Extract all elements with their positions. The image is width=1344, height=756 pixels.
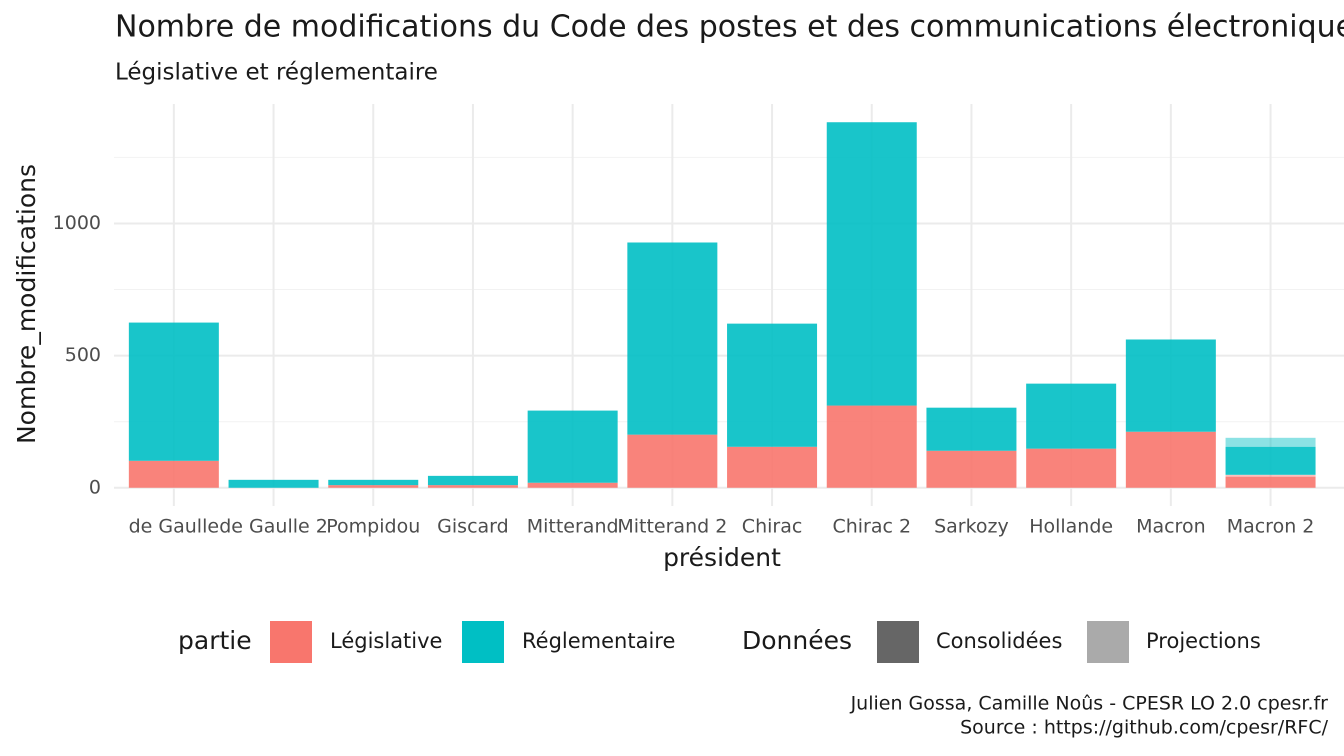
chart-subtitle: Législative et réglementaire — [115, 60, 438, 86]
legend-label: Consolidées — [936, 629, 1062, 653]
bar-segment — [527, 482, 618, 488]
legend-swatch — [877, 621, 919, 663]
x-tick-label: Giscard — [437, 516, 509, 538]
bar-segment — [727, 446, 818, 488]
bar-segment — [228, 479, 319, 488]
x-tick-label: Sarkozy — [934, 516, 1009, 538]
x-tick-label: Pompidou — [326, 516, 420, 538]
bar-segment — [1026, 448, 1117, 488]
legend-title: partie — [178, 626, 252, 655]
y-tick-label: 1000 — [53, 212, 101, 234]
y-tick-label: 0 — [89, 476, 101, 498]
bar-segment — [328, 485, 419, 488]
bar-segment — [128, 322, 219, 461]
caption: Source : https://github.com/cpesr/RFC/ — [960, 717, 1329, 739]
bar-segment — [1125, 431, 1216, 488]
chart-title: Nombre de modifications du Code des post… — [115, 10, 1344, 45]
bar-segment — [527, 410, 618, 483]
bar-segment — [627, 242, 718, 435]
bar-segment — [1026, 383, 1117, 449]
legend-swatch — [462, 621, 504, 663]
x-tick-label: Hollande — [1029, 516, 1113, 538]
bar-segment — [926, 407, 1017, 451]
legend-label: Réglementaire — [522, 629, 675, 653]
bar-segment — [128, 460, 219, 488]
x-tick-label: Macron 2 — [1227, 516, 1315, 538]
bar-segment — [1225, 437, 1316, 447]
bar-segment — [427, 475, 518, 486]
bar-segment — [328, 479, 419, 486]
x-tick-label: Chirac 2 — [832, 516, 911, 538]
x-tick-label: Chirac — [742, 516, 803, 538]
legend-label: Projections — [1146, 629, 1261, 653]
x-axis-title: président — [663, 543, 781, 572]
bar-segment — [1225, 474, 1316, 477]
caption: Julien Gossa, Camille Noûs - CPESR LO 2.… — [850, 693, 1329, 715]
legend-label: Législative — [330, 629, 442, 653]
y-tick-label: 500 — [65, 344, 101, 366]
bar-segment — [1225, 446, 1316, 475]
legend-swatch — [1087, 621, 1129, 663]
bar-segment — [826, 122, 917, 406]
x-tick-label: de Gaulle — [129, 516, 219, 538]
x-tick-label: de Gaulle 2 — [219, 516, 328, 538]
bar-segment — [1125, 339, 1216, 432]
bar-segment — [926, 450, 1017, 488]
bar-segment — [826, 405, 917, 488]
legend-swatch — [270, 621, 312, 663]
bar-segment — [727, 323, 818, 447]
legend-title: Données — [742, 626, 852, 655]
bar-segment — [627, 434, 718, 488]
x-tick-label: Mitterand — [527, 516, 619, 538]
x-tick-label: Macron — [1136, 516, 1206, 538]
bar-segment — [427, 485, 518, 488]
y-axis-title: Nombre_modifications — [12, 164, 41, 444]
x-tick-label: Mitterand 2 — [617, 516, 727, 538]
bar-segment — [1225, 476, 1316, 488]
